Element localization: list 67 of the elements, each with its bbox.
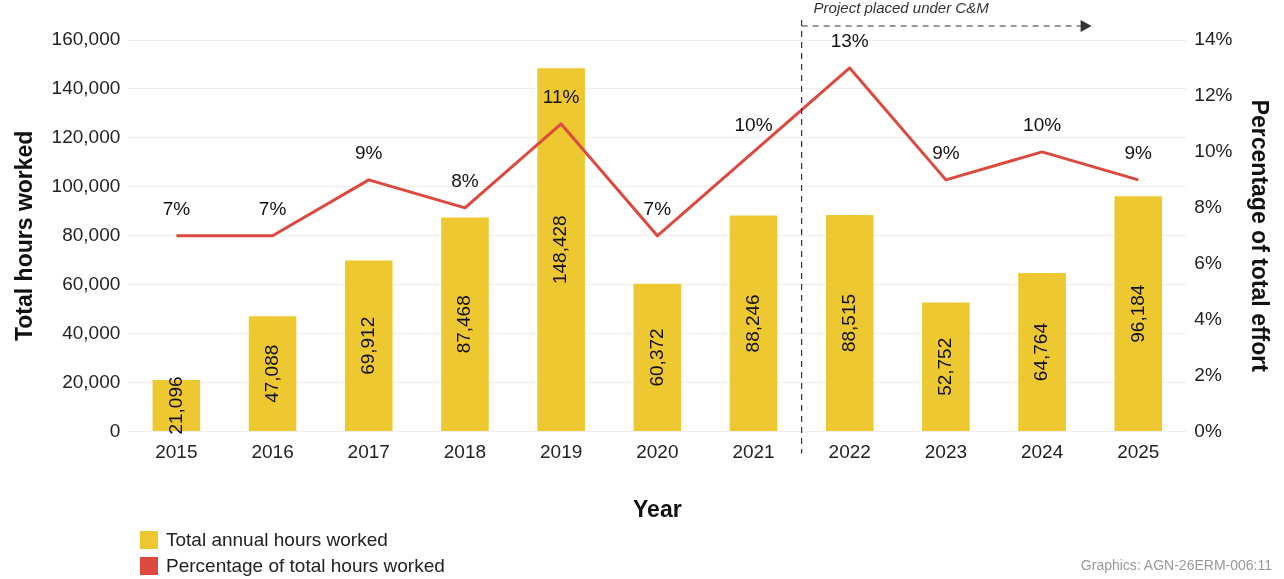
- x-tick-label: 2025: [1117, 441, 1160, 463]
- x-tick-label: 2021: [732, 441, 775, 463]
- y2-tick-label: 2%: [1194, 363, 1222, 385]
- ref-line-label: Project placed under C&M: [813, 0, 990, 16]
- data-label: 60,372: [645, 328, 667, 387]
- y2-tick-label: 0%: [1194, 419, 1222, 441]
- data-label: 52,752: [934, 337, 956, 396]
- x-tick-label: 2017: [347, 441, 390, 463]
- data-label: 148,428: [549, 215, 571, 285]
- x-tick-label: 2018: [443, 441, 487, 463]
- data-label: 96,184: [1126, 284, 1148, 343]
- bar: [825, 214, 874, 432]
- y-tick-label: 140,000: [51, 77, 121, 99]
- data-label: 88,246: [741, 294, 763, 353]
- legend-label: Total annual hours worked: [166, 529, 388, 551]
- y2-tick-label: 4%: [1194, 307, 1222, 329]
- bar: [441, 217, 489, 432]
- bar: [1018, 273, 1066, 432]
- data-label: 21,096: [164, 376, 186, 435]
- bar: [633, 283, 682, 432]
- bar: [922, 302, 970, 432]
- x-tick-label: 2022: [828, 441, 871, 463]
- data-label: 11%: [542, 86, 580, 108]
- y2-tick-label: 10%: [1194, 140, 1233, 162]
- data-label: 7%: [162, 198, 191, 220]
- data-label: 88,515: [837, 293, 859, 353]
- legend-label: Percentage of total hours worked: [166, 555, 445, 577]
- x-tick-label: 2015: [155, 441, 198, 463]
- bar: [344, 260, 393, 432]
- data-label: 10%: [734, 114, 773, 136]
- bar: [537, 68, 585, 432]
- data-label: 9%: [355, 142, 383, 164]
- data-label: 87,468: [453, 295, 475, 354]
- data-label: 9%: [1124, 142, 1153, 164]
- data-label: 47,088: [260, 344, 282, 403]
- x-tick-label: 2024: [1020, 441, 1064, 463]
- y-tick-label: 160,000: [51, 28, 121, 50]
- data-label: 69,912: [356, 316, 378, 375]
- y-tick-label: 40,000: [62, 321, 121, 343]
- x-axis-title: Year: [633, 495, 682, 522]
- y-tick-label: 60,000: [62, 272, 121, 294]
- data-label: 13%: [830, 30, 869, 52]
- data-label: 7%: [643, 198, 672, 220]
- y-tick-label: 20,000: [62, 370, 121, 392]
- data-label: 10%: [1023, 114, 1062, 136]
- data-label: 7%: [258, 198, 287, 220]
- bar: [1114, 196, 1163, 432]
- y2-tick-label: 14%: [1194, 28, 1233, 50]
- data-label: 64,764: [1030, 322, 1052, 382]
- bar: [729, 215, 778, 432]
- x-tick-label: 2023: [924, 441, 968, 463]
- x-tick-label: 2016: [251, 441, 294, 463]
- bar: [248, 316, 297, 432]
- y-axis-title: Total hours worked: [11, 130, 38, 342]
- y2-tick-label: 12%: [1194, 84, 1233, 106]
- y-tick-label: 80,000: [62, 224, 121, 246]
- data-label: 8%: [451, 170, 479, 192]
- y2-tick-label: 6%: [1194, 252, 1222, 274]
- y-tick-label: 0: [109, 419, 121, 441]
- y-tick-label: 120,000: [51, 126, 121, 148]
- x-tick-label: 2019: [540, 441, 583, 463]
- y2-axis-title: Percentage of total effort: [1246, 99, 1273, 373]
- data-label: 9%: [932, 142, 960, 164]
- text: Graphics: AGN-26ERM-006:11: [1080, 557, 1272, 573]
- x-tick-label: 2020: [636, 441, 679, 463]
- y-tick-label: 100,000: [51, 175, 121, 197]
- y2-tick-label: 8%: [1194, 196, 1222, 218]
